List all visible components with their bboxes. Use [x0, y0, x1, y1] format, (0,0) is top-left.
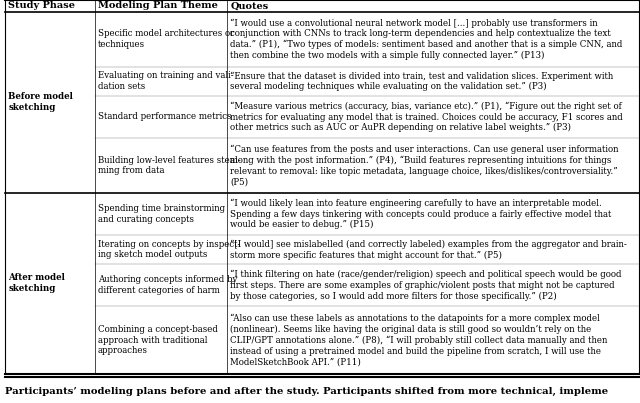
Text: Authoring concepts informed by
different categories of harm: Authoring concepts informed by different…	[98, 275, 237, 295]
Text: “I would likely lean into feature engineering carefully to have an interpretable: “I would likely lean into feature engine…	[230, 198, 612, 229]
Text: Iterating on concepts by inspect-
ing sketch model outputs: Iterating on concepts by inspect- ing sk…	[98, 240, 240, 260]
Text: Evaluating on training and vali-
dation sets: Evaluating on training and vali- dation …	[98, 71, 234, 91]
Text: “Measure various metrics (accuracy, bias, variance etc).” (P1), “Figure out the : “Measure various metrics (accuracy, bias…	[230, 102, 623, 133]
Text: Modeling Plan Theme: Modeling Plan Theme	[98, 2, 218, 10]
Text: Specific model architectures or
techniques: Specific model architectures or techniqu…	[98, 29, 234, 49]
Text: After model
sketching: After model sketching	[8, 273, 65, 293]
Text: Study Phase: Study Phase	[8, 2, 76, 10]
Text: Quotes: Quotes	[230, 2, 269, 10]
Text: Combining a concept-based
approach with traditional
approaches: Combining a concept-based approach with …	[98, 325, 218, 355]
Text: Spending time brainstorming
and curating concepts: Spending time brainstorming and curating…	[98, 204, 225, 224]
Text: “Also can use these labels as annotations to the datapoints for a more complex m: “Also can use these labels as annotation…	[230, 314, 608, 366]
Text: “Can use features from the posts and user interactions. Can use general user inf: “Can use features from the posts and use…	[230, 144, 619, 187]
Text: Before model
sketching: Before model sketching	[8, 92, 73, 112]
Text: “I think filtering on hate (race/gender/religion) speech and political speech wo: “I think filtering on hate (race/gender/…	[230, 270, 622, 301]
Text: “I would use a convolutional neural network model [...] probably use transformer: “I would use a convolutional neural netw…	[230, 18, 623, 60]
Text: Building low-level features stem-
ming from data: Building low-level features stem- ming f…	[98, 156, 241, 175]
Text: Participants’ modeling plans before and after the study. Participants shifted fr: Participants’ modeling plans before and …	[5, 387, 608, 397]
Text: Standard performance metrics: Standard performance metrics	[98, 112, 232, 121]
Text: “[I would] see mislabelled (and correctly labeled) examples from the aggregator : “[I would] see mislabelled (and correctl…	[230, 239, 627, 260]
Text: “Ensure that the dataset is divided into train, test and validation slices. Expe: “Ensure that the dataset is divided into…	[230, 71, 614, 91]
